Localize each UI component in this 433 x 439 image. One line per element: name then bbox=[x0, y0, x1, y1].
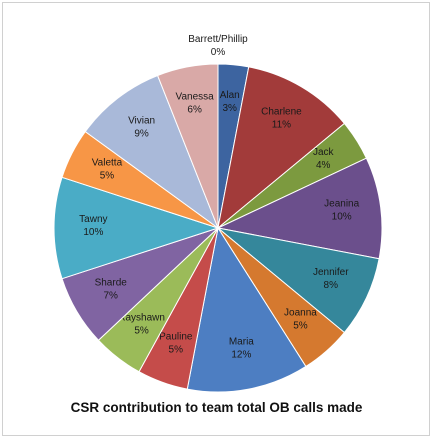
chart-title: CSR contribution to team total OB calls … bbox=[70, 400, 363, 415]
slice-percent-label: 7% bbox=[103, 290, 118, 301]
data-label-joanna: Joanna 5% bbox=[284, 307, 317, 331]
slice-name-label: Vanessa bbox=[176, 92, 215, 103]
data-label-sharde: Sharde 7% bbox=[95, 277, 128, 301]
slice-name-label: Joanna bbox=[284, 307, 317, 318]
data-label-maria: Maria 12% bbox=[229, 336, 254, 360]
slice-name-label: Vivian bbox=[128, 116, 155, 127]
slice-name-label: Maria bbox=[229, 336, 254, 347]
data-label-tawny: Tawny 10% bbox=[79, 214, 107, 238]
data-label-valetta: Valetta 5% bbox=[92, 157, 123, 181]
slice-percent-label: 9% bbox=[134, 129, 149, 140]
data-label-charlene: Charlene 11% bbox=[261, 107, 302, 131]
slice-name-label: Tawny bbox=[79, 214, 107, 225]
slice-name-label: Barrett/Phillip bbox=[188, 34, 248, 45]
slice-name-label: Pauline bbox=[159, 331, 193, 342]
pie-slice-tawny bbox=[53, 176, 220, 280]
data-label-jack: Jack 4% bbox=[313, 147, 335, 171]
slice-name-label: Sharde bbox=[95, 277, 128, 288]
slice-percent-label: 12% bbox=[231, 349, 251, 360]
pie-slice-charlene bbox=[217, 66, 346, 230]
data-label-jennifer: Jennifer 8% bbox=[313, 267, 349, 291]
slice-name-label: Jennifer bbox=[313, 267, 349, 278]
slice-name-label: Jack bbox=[313, 147, 335, 158]
pie-slice-maria bbox=[186, 226, 307, 393]
slice-percent-label: 5% bbox=[100, 170, 115, 181]
slice-name-label: Charlene bbox=[261, 107, 302, 118]
slice-percent-label: 10% bbox=[332, 211, 352, 222]
slice-percent-label: 8% bbox=[324, 280, 339, 291]
slice-percent-label: 3% bbox=[223, 103, 238, 114]
slice-percent-label: 0% bbox=[211, 47, 226, 58]
pie-slice-vivian bbox=[84, 74, 220, 230]
slice-percent-label: 5% bbox=[169, 344, 184, 355]
pie-chart: Barrett/Phillip 0% Alan 3% Charlene 11% Jack 4%… bbox=[53, 34, 383, 393]
slice-percent-label: 6% bbox=[187, 105, 202, 116]
pie-slice-vanessa bbox=[156, 63, 219, 229]
data-label-vivian: Vivian 9% bbox=[128, 116, 155, 140]
slice-name-label: Rayshawn bbox=[118, 312, 165, 323]
slice-percent-label: 10% bbox=[83, 227, 103, 238]
data-label-alan: Alan 3% bbox=[220, 90, 240, 114]
slice-percent-label: 11% bbox=[272, 120, 291, 131]
slice-name-label: Jeanina bbox=[324, 198, 359, 209]
data-label-vanessa: Vanessa 6% bbox=[176, 92, 215, 116]
data-label-barrett-phillip: Barrett/Phillip 0% bbox=[188, 34, 248, 58]
data-label-pauline: Pauline 5% bbox=[159, 331, 193, 355]
slice-percent-label: 4% bbox=[316, 160, 331, 171]
slice-percent-label: 5% bbox=[293, 320, 308, 331]
slice-percent-label: 5% bbox=[134, 325, 149, 336]
data-label-rayshawn: Rayshawn 5% bbox=[118, 312, 165, 336]
slice-name-label: Alan bbox=[220, 90, 240, 101]
data-label-jeanina: Jeanina 10% bbox=[324, 198, 359, 222]
slice-name-label: Valetta bbox=[92, 157, 123, 168]
pie-slice-jeanina bbox=[216, 157, 383, 260]
